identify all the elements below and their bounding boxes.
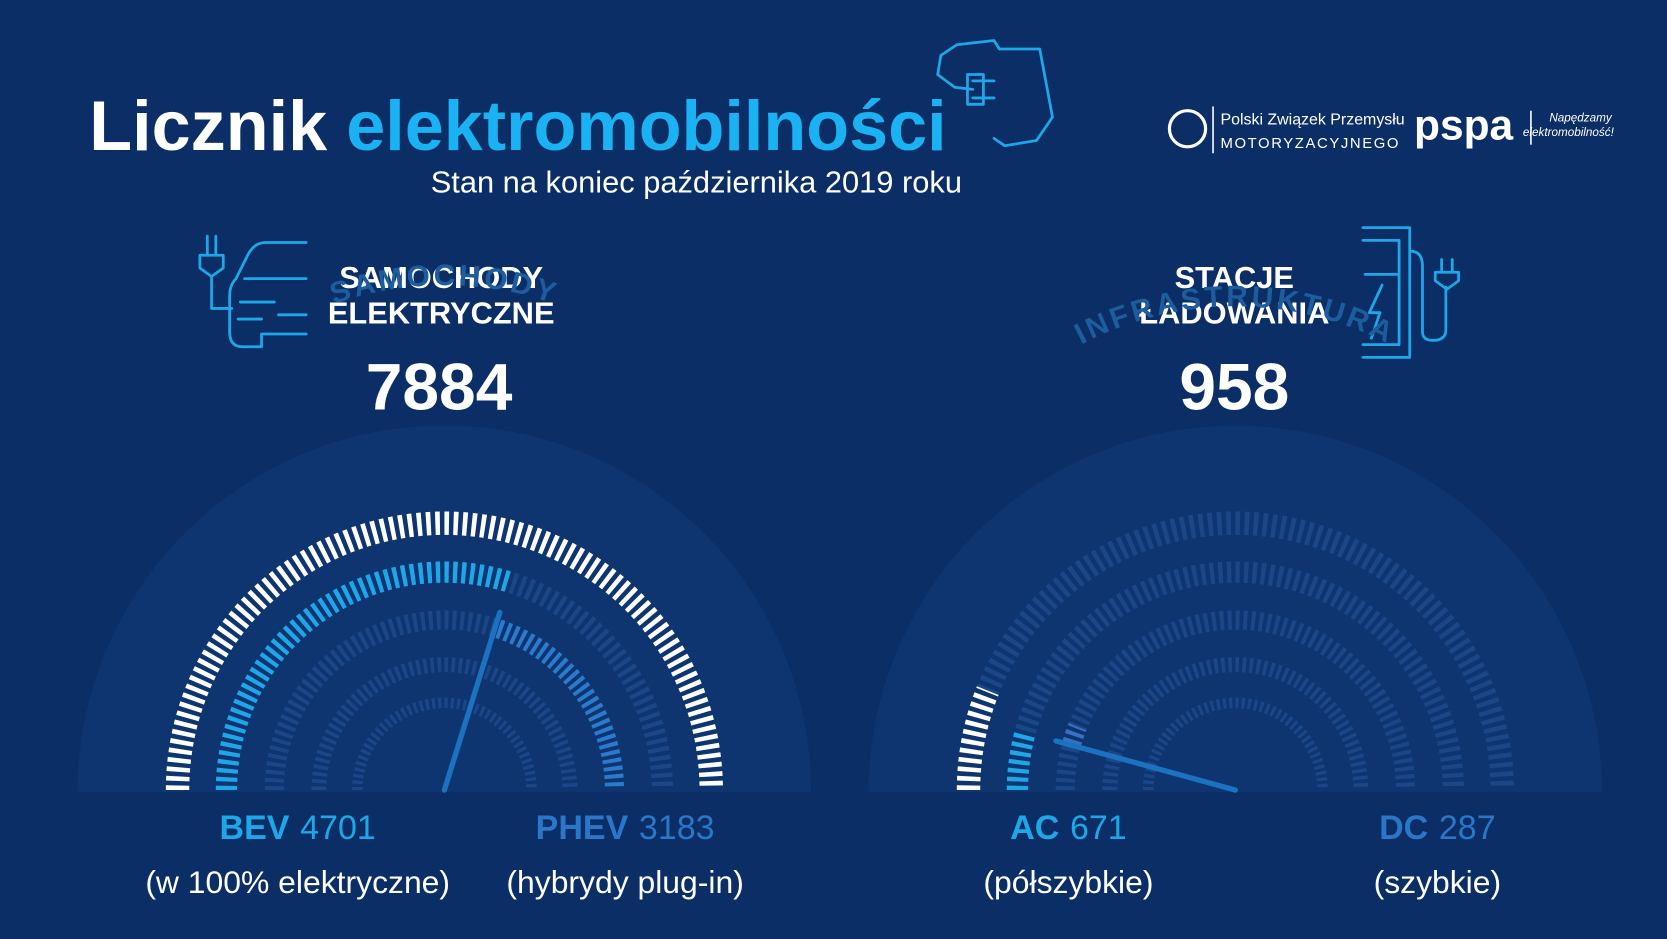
gauge-item <box>1006 729 1036 791</box>
item-name: BEV <box>220 809 290 847</box>
gauge-track <box>311 657 578 791</box>
item-label: PHEV 3183 <box>536 809 715 847</box>
gauge-disk <box>77 425 812 793</box>
logo-text: elektromobilność! <box>1523 126 1615 139</box>
gauge-item <box>1062 723 1087 748</box>
gauge-disk <box>868 425 1603 793</box>
logo-text: MOTORYZACYJNEGO <box>1220 136 1400 152</box>
logo-pspa: pspa Napędzamy elektromobilność! <box>1414 102 1615 149</box>
gauge-item <box>492 618 625 791</box>
item-label: AC 671 <box>1010 809 1127 847</box>
gauge-track <box>956 511 1514 791</box>
item-value: 287 <box>1439 809 1496 847</box>
title-part: Licznik <box>89 86 328 165</box>
logo-text: pspa <box>1414 102 1514 149</box>
gauge-track <box>1006 561 1464 791</box>
item-name: PHEV <box>536 809 629 847</box>
section-title: STACJE <box>1175 260 1294 295</box>
gauge-track <box>1055 610 1416 791</box>
charger-icon <box>1361 226 1461 359</box>
car-icon <box>198 234 308 349</box>
gauge-track <box>264 610 625 791</box>
title: Licznik elektromobilności <box>89 86 946 165</box>
item-label: DC 287 <box>1379 809 1496 847</box>
item-description: (w 100% elektryczne) <box>145 864 450 900</box>
logo-pzpm: Polski Związek Przemysłu MOTORYZACYJNEGO <box>1167 106 1405 154</box>
item-description: (półszybkie) <box>983 864 1153 900</box>
title-part: elektromobilności <box>346 86 946 165</box>
item-label: BEV 4701 <box>220 809 376 847</box>
item-description: (hybrydy plug-in) <box>506 864 743 900</box>
item-name: DC <box>1379 809 1428 847</box>
section-title: SAMOCHODY <box>339 260 543 295</box>
item-description: (szybkie) <box>1374 864 1502 900</box>
logo-text: Napędzamy <box>1549 111 1613 124</box>
gauge-item <box>215 561 513 791</box>
item-value: 671 <box>1070 809 1127 847</box>
gauge-needle <box>441 609 503 793</box>
section-total: 7884 <box>366 349 513 423</box>
section-title: ELEKTRYCZNE <box>328 295 555 330</box>
item-name: AC <box>1010 809 1059 847</box>
logo-text: Polski Związek Przemysłu <box>1220 112 1404 129</box>
poland-map-icon <box>936 39 1054 148</box>
gauge-track <box>1102 657 1369 791</box>
item-value: 3183 <box>639 809 715 847</box>
gauge-backgrounds <box>77 425 1603 793</box>
gauge-needle <box>1053 738 1239 793</box>
section-total: 958 <box>1179 349 1289 423</box>
gauge-total <box>956 686 999 791</box>
logo-pzpm-mark <box>1167 109 1208 149</box>
section-title: ŁADOWANIA <box>1139 295 1329 330</box>
gauge-track <box>351 697 537 791</box>
gauge-total <box>165 511 723 791</box>
item-value: 4701 <box>300 809 376 847</box>
subtitle: Stan na koniec października 2019 roku <box>431 165 962 200</box>
gauge-track <box>1142 697 1328 791</box>
